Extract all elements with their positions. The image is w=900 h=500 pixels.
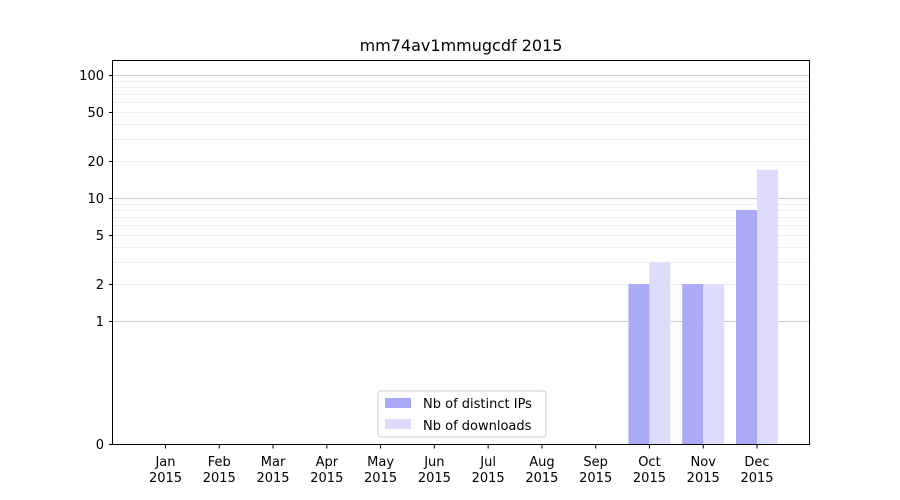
x-tick-label-year: 2015 [525, 471, 558, 486]
x-tick-label-year: 2015 [149, 471, 182, 486]
x-tick-label-year: 2015 [418, 471, 451, 486]
chart-title: mm74av1mmugcdf 2015 [360, 36, 563, 55]
x-tick-label-year: 2015 [687, 471, 720, 486]
y-tick-label: 1 [96, 315, 104, 330]
x-axis: Jan2015Feb2015Mar2015Apr2015May2015Jun20… [149, 444, 774, 486]
y-tick-label: 0 [96, 438, 104, 453]
y-tick-label: 5 [96, 229, 104, 244]
bars [628, 169, 778, 445]
x-tick-label-month: Nov [691, 455, 717, 470]
x-tick-label-month: Aug [529, 455, 554, 470]
x-tick-label-month: Jun [423, 455, 444, 470]
x-tick-label-year: 2015 [579, 471, 612, 486]
grid [113, 75, 809, 322]
legend: Nb of distinct IPs Nb of downloads [377, 390, 547, 438]
x-tick-label-month: Oct [638, 455, 660, 470]
x-tick-label-month: Feb [208, 455, 231, 470]
x-tick-label-month: Apr [316, 455, 339, 470]
x-tick-label-year: 2015 [740, 471, 773, 486]
bar-distinct-ips [682, 283, 704, 444]
x-tick-label-month: Dec [744, 455, 769, 470]
x-tick-label-year: 2015 [256, 471, 289, 486]
x-tick-label-month: Jan [154, 455, 175, 470]
legend-swatch-distinct-ips [385, 398, 411, 408]
legend-label-distinct-ips: Nb of distinct IPs [423, 397, 532, 412]
y-axis: 0 1 2 5 10 20 50 100 [79, 69, 113, 453]
legend-swatch-downloads [385, 419, 411, 429]
x-tick-label-month: Sep [583, 455, 608, 470]
x-tick-label-year: 2015 [310, 471, 343, 486]
legend-label-downloads: Nb of downloads [423, 419, 532, 434]
bar-downloads [757, 169, 778, 445]
bar-downloads [703, 283, 725, 444]
y-tick-label: 10 [87, 192, 104, 207]
bar-distinct-ips [628, 283, 650, 444]
y-tick-label: 100 [79, 69, 104, 84]
x-tick-label-month: Jul [479, 455, 496, 470]
y-tick-label: 50 [87, 106, 104, 121]
x-tick-label-year: 2015 [203, 471, 236, 486]
plot-frame [112, 60, 810, 445]
x-tick-label-month: May [367, 455, 394, 470]
bar-downloads [649, 262, 671, 444]
y-tick-label: 2 [96, 278, 104, 293]
x-tick-label-year: 2015 [364, 471, 397, 486]
y-tick-label: 20 [87, 155, 104, 170]
x-tick-label-month: Mar [261, 455, 286, 470]
legend-box [377, 390, 547, 438]
x-tick-label-year: 2015 [633, 471, 666, 486]
bar-distinct-ips [736, 209, 757, 444]
x-tick-label-year: 2015 [472, 471, 505, 486]
